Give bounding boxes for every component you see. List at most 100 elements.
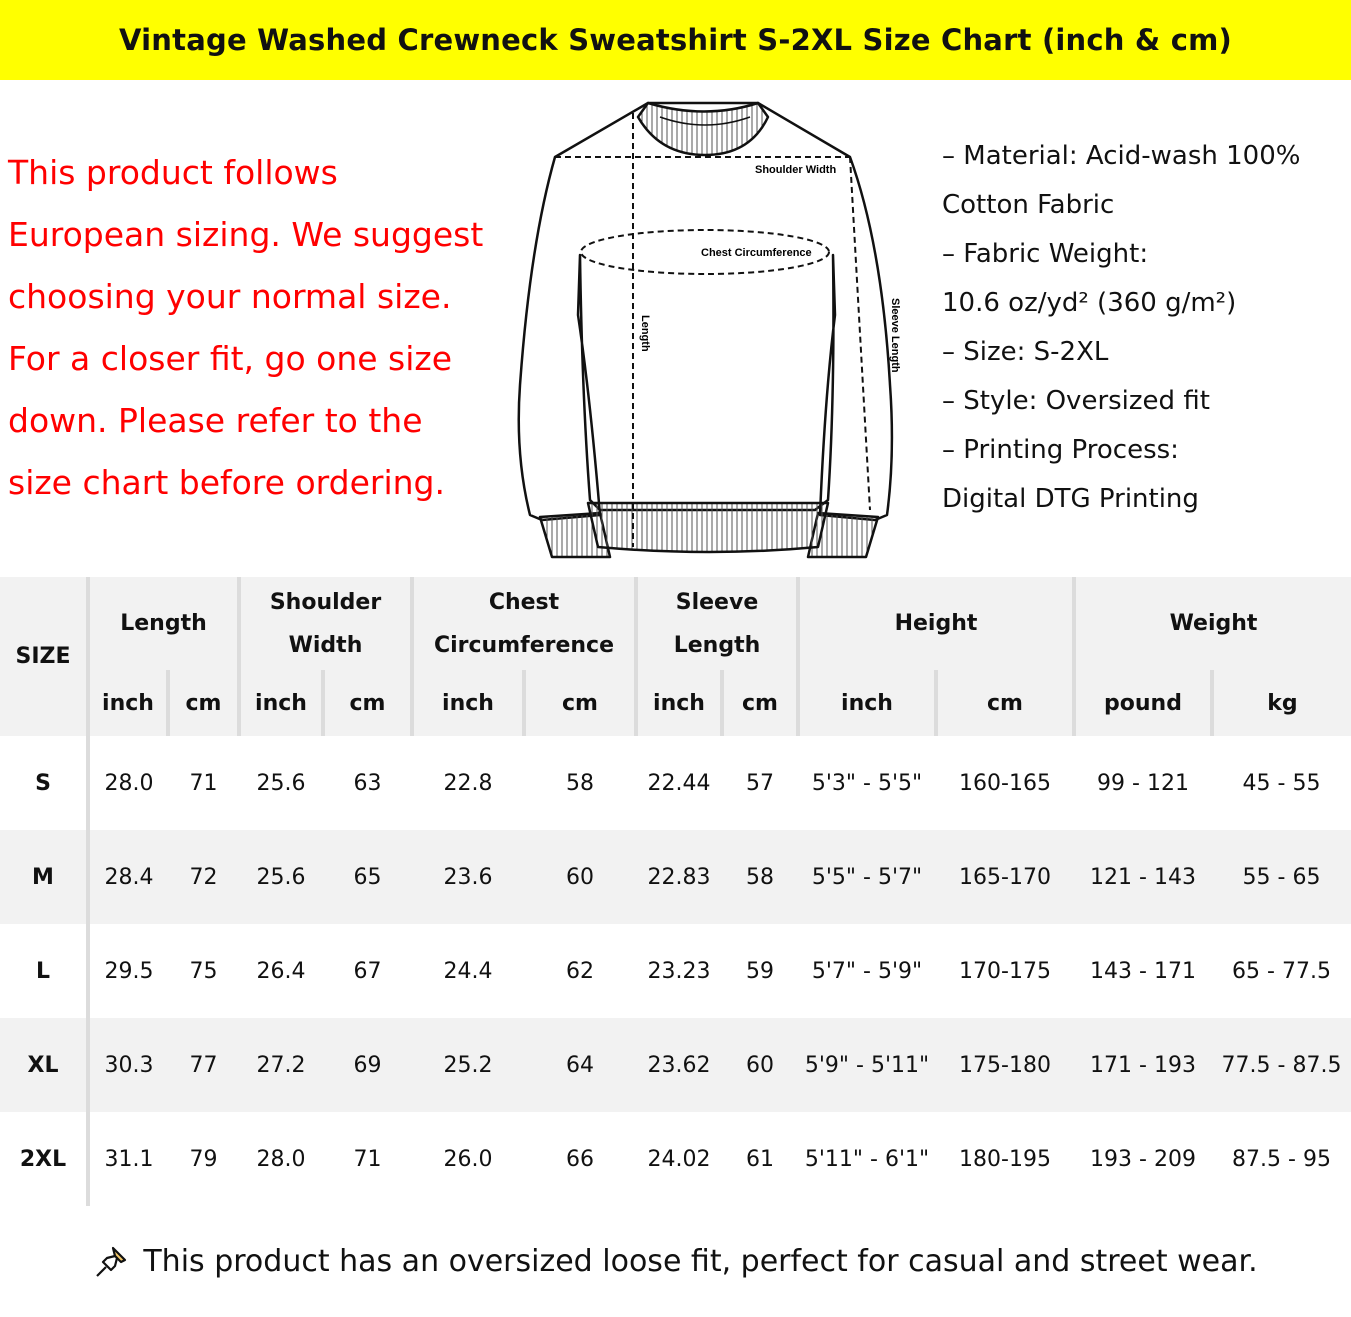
table-cell: 175-180: [936, 1018, 1074, 1112]
table-cell: 24.4: [443, 958, 493, 984]
unit-header: cm: [720, 670, 798, 736]
sleeve-length-label: Sleeve Length: [889, 298, 901, 373]
unit-header: inch: [410, 670, 524, 736]
column-group-label: Shoulder: [269, 589, 382, 615]
table-cell: 5'11" - 6'1": [804, 1146, 930, 1172]
spec-line: – Style: Oversized fit: [942, 386, 1210, 416]
table-cell: 22.8: [443, 770, 493, 796]
table-cell: 5'3" - 5'5": [811, 770, 923, 796]
unit-header: cm: [934, 670, 1074, 736]
table-cell: 26.0: [443, 1146, 493, 1172]
table-cell: 165-170: [936, 830, 1074, 924]
table-cell: 121 - 143: [1074, 830, 1212, 924]
column-group-label: Length: [673, 632, 761, 658]
size-header: SIZE: [0, 577, 88, 736]
table-cell: 64: [524, 1018, 636, 1112]
column-group-label: Width: [288, 632, 363, 658]
column-group-label: Length: [120, 611, 207, 636]
table-cell: 71: [353, 1146, 382, 1172]
table-cell: 28.0: [104, 770, 154, 796]
sweatshirt-outline-icon: [517, 101, 894, 559]
table-cell: 69: [323, 1018, 412, 1112]
table-cell: 75: [189, 958, 218, 984]
table-cell: 57: [746, 770, 774, 796]
size-cell: M: [0, 830, 90, 924]
unit-header: inch: [634, 670, 722, 736]
table-cell: 5'5" - 5'7": [798, 830, 936, 924]
size-cell: 2XL: [0, 1112, 90, 1206]
table-cell: 28.4: [88, 830, 168, 924]
column-group-header: Length: [86, 577, 239, 670]
page-title: Vintage Washed Crewneck Sweatshirt S-2XL…: [119, 23, 1232, 57]
table-cell: 65: [323, 830, 412, 924]
table-cell: 31.1: [104, 1146, 154, 1172]
chest-circumference-label: Chest Circumference: [701, 247, 812, 259]
table-row: L 29.5 75 26.4 67 24.4 62 23.23 59 5'7" - 5'9" 170…: [0, 924, 1351, 1018]
advice-line: This product follows: [8, 153, 338, 192]
advice-line: size chart before ordering.: [8, 463, 445, 502]
table-cell: 23.23: [647, 958, 711, 984]
title-banner: Vintage Washed Crewneck Sweatshirt S-2XL…: [0, 0, 1351, 80]
unit-header: cm: [166, 670, 239, 736]
table-cell: 22.44: [647, 770, 711, 796]
advice-line: For a closer fit, go one size: [8, 339, 453, 378]
column-group-label: Circumference: [433, 632, 615, 658]
table-cell: 25.2: [412, 1018, 524, 1112]
table-cell: 77: [168, 1018, 239, 1112]
table-cell: 63: [353, 770, 382, 796]
table-cell: 30.3: [88, 1018, 168, 1112]
table-cell: 5'9" - 5'11": [798, 1018, 936, 1112]
spec-line: Cotton Fabric: [942, 190, 1115, 220]
table-cell: 65 - 77.5: [1232, 958, 1331, 984]
table-cell: 71: [189, 770, 218, 796]
table-row: M 28.4 72 25.6 65 23.6 60 22.83 58 5'5" - 5'7" 165…: [0, 830, 1351, 924]
table-cell: 99 - 121: [1097, 770, 1189, 796]
length-label: Length: [639, 315, 651, 352]
table-cell: 59: [746, 958, 774, 984]
measurement-lines: [555, 113, 871, 547]
sweatshirt-measurement-diagram: Shoulder Width Chest Circumference Lengt…: [517, 101, 901, 559]
spec-line: – Material: Acid-wash 100%: [942, 141, 1301, 171]
spec-line: – Size: S-2XL: [942, 337, 1109, 367]
table-cell: 25.6: [239, 830, 323, 924]
size-cell: L: [0, 924, 90, 1018]
size-cell: S: [0, 736, 90, 830]
table-cell: 170-175: [959, 958, 1051, 984]
spec-line: – Fabric Weight:: [942, 239, 1149, 269]
unit-header: inch: [796, 670, 936, 736]
table-cell: 62: [566, 958, 594, 984]
product-specs: – Material: Acid-wash 100% Cotton Fabric…: [942, 132, 1300, 524]
fit-note-text: This product has an oversized loose fit,…: [143, 1244, 1258, 1279]
table-cell: 23.6: [412, 830, 524, 924]
column-group-header: Chest Circumference: [410, 577, 636, 670]
table-cell: 22.83: [636, 830, 722, 924]
column-group-header: Shoulder Width: [237, 577, 412, 670]
table-cell: 67: [353, 958, 382, 984]
table-cell: 77.5 - 87.5: [1212, 1018, 1351, 1112]
column-group-header: Sleeve Length: [634, 577, 798, 670]
table-cell: 143 - 171: [1090, 958, 1196, 984]
column-group-label: Weight: [1169, 611, 1258, 636]
size-chart-table: SIZE Length Shoulder Width Chest Circumferen…: [0, 577, 1351, 1206]
table-cell: 79: [189, 1146, 218, 1172]
table-cell: 28.0: [256, 1146, 306, 1172]
column-group-header: Height: [796, 577, 1074, 670]
table-row: S 28.0 71 25.6 63 22.8 58 22.44 57 5'3" - 5'5" 160…: [0, 736, 1351, 830]
advice-line: down. Please refer to the: [8, 401, 423, 440]
table-cell: 26.4: [256, 958, 306, 984]
table-row: 2XL 31.1 79 28.0 71 26.0 66 24.02 61 5'11" - 6'1"…: [0, 1112, 1351, 1206]
table-cell: 23.62: [636, 1018, 722, 1112]
unit-header: inch: [237, 670, 323, 736]
table-cell: 160-165: [959, 770, 1051, 796]
sizing-advice: This product follows European sizing. We…: [8, 142, 528, 514]
table-cell: 60: [722, 1018, 798, 1112]
table-cell: 58: [722, 830, 798, 924]
table-cell: 60: [524, 830, 636, 924]
column-group-label: Height: [894, 611, 978, 636]
size-cell: XL: [0, 1018, 90, 1112]
table-cell: 58: [566, 770, 594, 796]
table-cell: 25.6: [256, 770, 306, 796]
table-cell: 193 - 209: [1090, 1146, 1196, 1172]
unit-header: pound: [1072, 670, 1212, 736]
pushpin-icon: [96, 1246, 127, 1277]
